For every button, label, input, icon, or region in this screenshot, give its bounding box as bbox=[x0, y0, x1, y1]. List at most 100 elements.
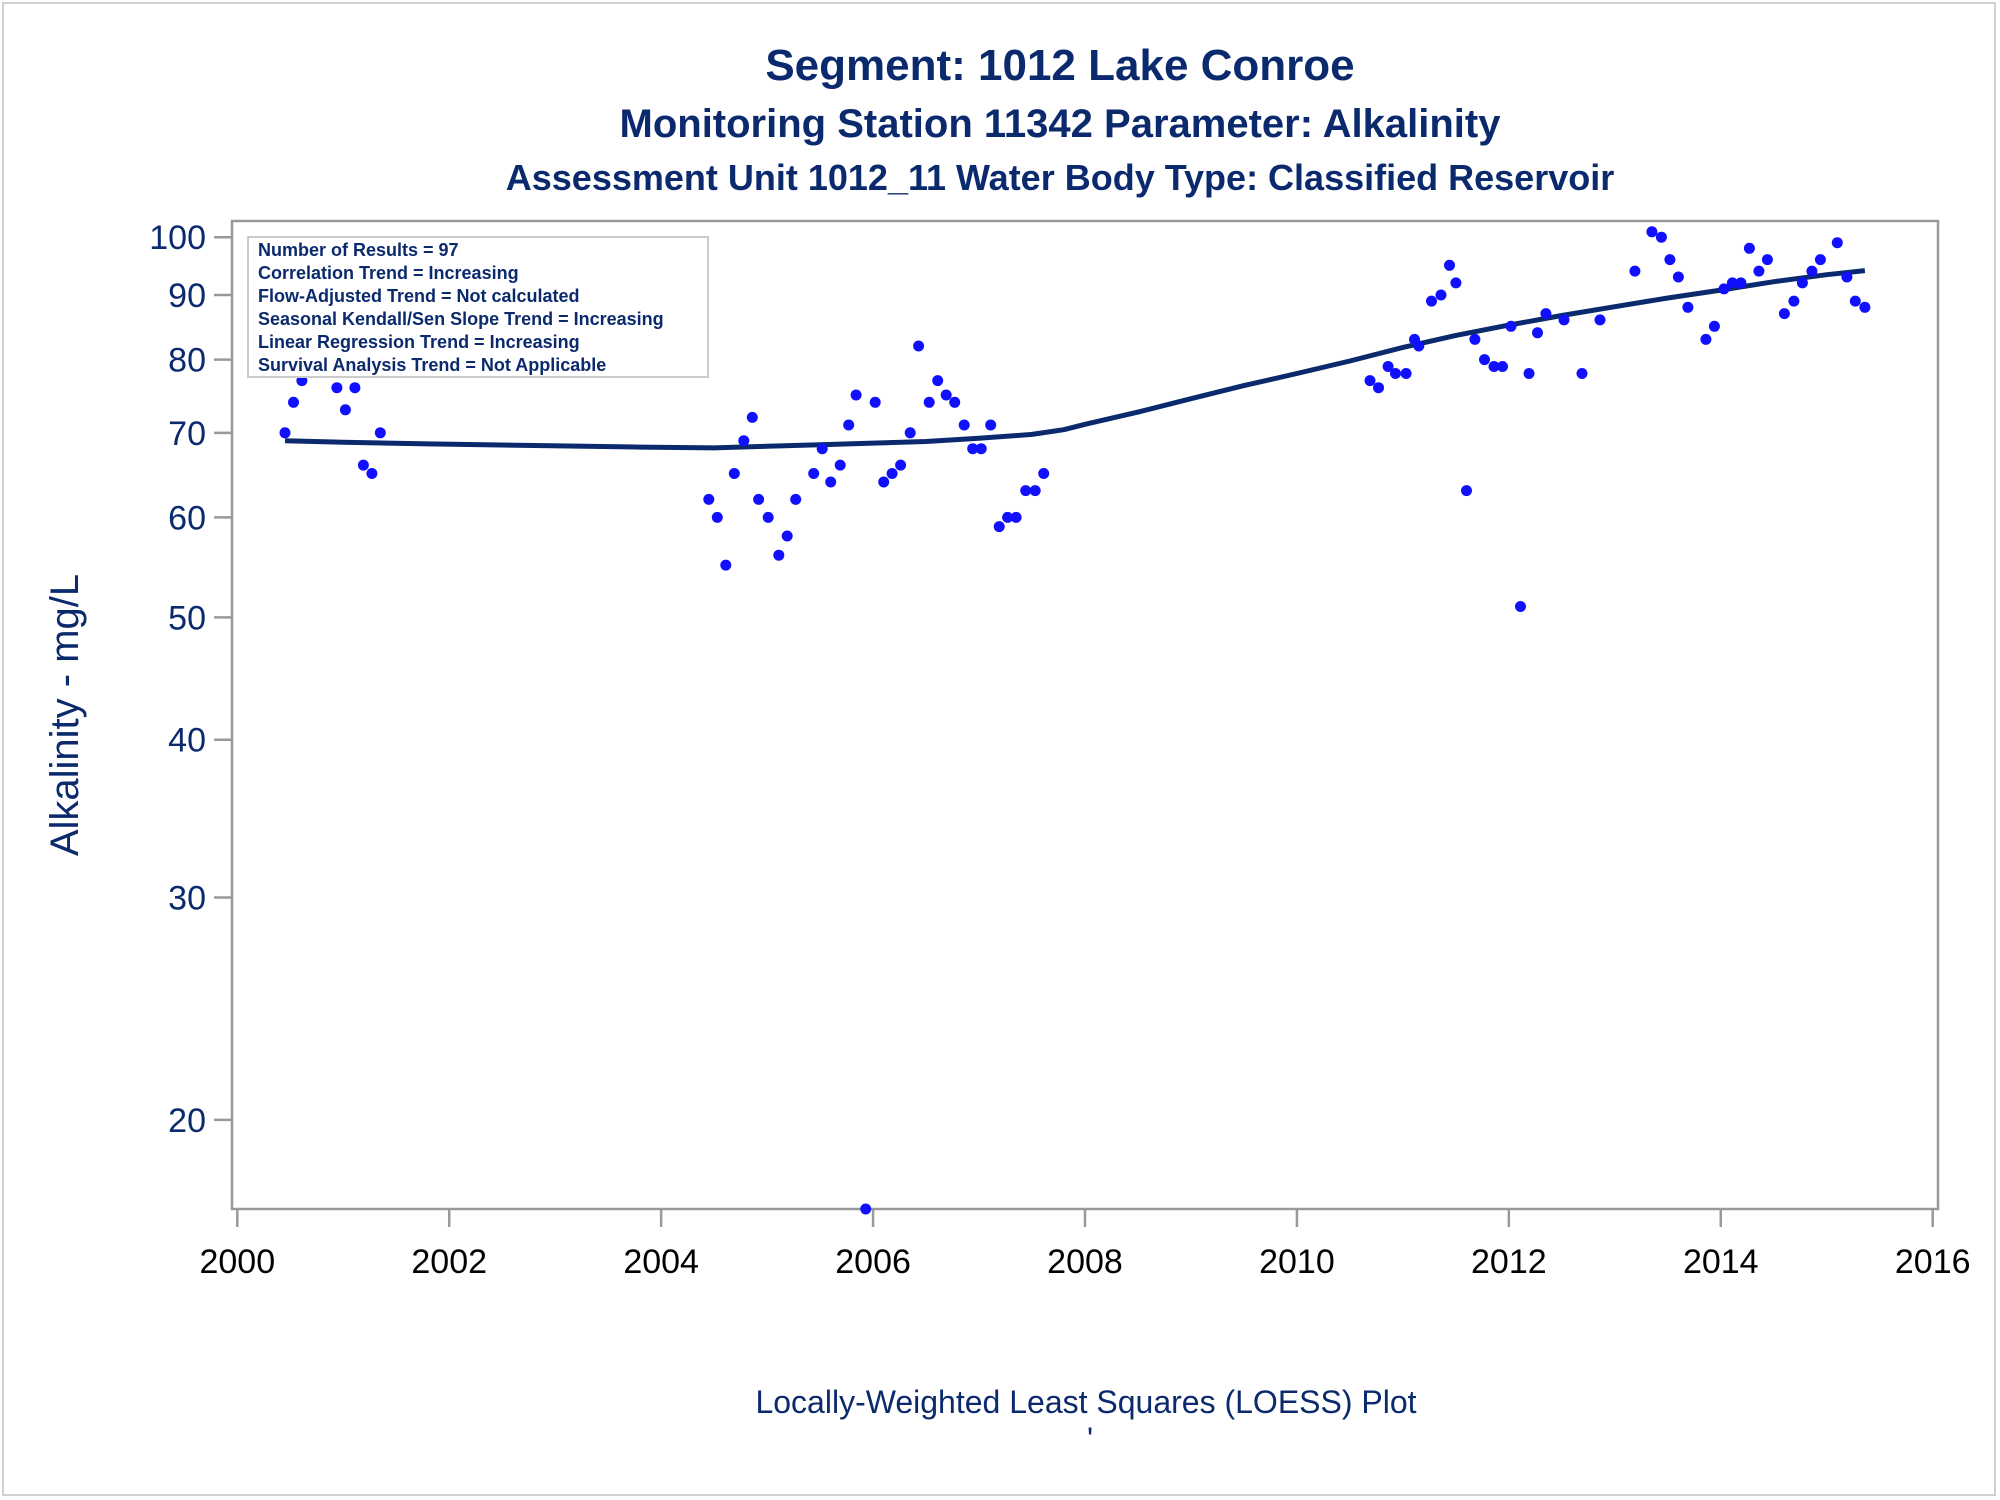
data-point bbox=[1382, 361, 1394, 372]
data-point bbox=[834, 459, 846, 471]
data-point bbox=[781, 530, 793, 542]
data-point bbox=[1390, 368, 1401, 379]
data-point bbox=[932, 375, 944, 387]
x-tick-label: 2008 bbox=[1047, 1243, 1123, 1281]
data-point bbox=[1672, 271, 1684, 283]
data-point bbox=[1010, 511, 1022, 523]
data-point bbox=[1708, 320, 1720, 332]
data-point bbox=[1682, 301, 1694, 313]
footnote-mark: ' bbox=[1087, 1421, 1093, 1457]
data-point bbox=[1743, 242, 1755, 254]
y-tick-label: 30 bbox=[168, 880, 206, 918]
data-point bbox=[1753, 265, 1765, 277]
data-point bbox=[895, 459, 907, 471]
data-point bbox=[357, 459, 369, 471]
data-point bbox=[1576, 368, 1588, 379]
data-point bbox=[1726, 277, 1738, 289]
data-point bbox=[1849, 295, 1861, 307]
stats-flow-adjusted-trend: Flow-Adjusted Trend = Not calculated bbox=[258, 286, 580, 306]
data-point bbox=[331, 382, 343, 394]
data-point bbox=[843, 419, 855, 431]
data-point bbox=[878, 476, 890, 488]
data-point bbox=[728, 468, 740, 479]
data-point bbox=[1646, 226, 1658, 238]
data-point bbox=[753, 493, 765, 505]
data-point bbox=[1505, 320, 1517, 332]
data-point bbox=[366, 468, 378, 479]
y-tick-label: 50 bbox=[168, 599, 206, 637]
data-point bbox=[279, 427, 291, 439]
y-tick-label: 90 bbox=[168, 277, 206, 315]
data-point bbox=[993, 521, 1005, 533]
data-point bbox=[1400, 368, 1412, 379]
data-point bbox=[1479, 354, 1490, 366]
data-point bbox=[773, 549, 785, 561]
data-point bbox=[1841, 271, 1853, 283]
stats-correlation-trend: Correlation Trend = Increasing bbox=[258, 263, 519, 283]
y-tick-label: 80 bbox=[168, 342, 206, 380]
data-point bbox=[825, 476, 837, 488]
data-point bbox=[1629, 265, 1641, 277]
x-axis: 2000 2002 2004 2006 2008 2010 2012 2014 2016 bbox=[199, 1209, 1971, 1281]
chart-title-segment: Segment: 1012 Lake Conroe bbox=[765, 41, 1354, 90]
data-point bbox=[940, 389, 952, 401]
y-tick-label: 40 bbox=[168, 722, 206, 760]
data-point bbox=[1497, 361, 1508, 372]
trend-layer bbox=[284, 268, 1866, 451]
x-tick-label: 2014 bbox=[1683, 1243, 1759, 1281]
footnote: Locally-Weighted Least Squares (LOESS) P… bbox=[755, 1384, 1416, 1420]
data-point bbox=[985, 419, 997, 431]
data-point bbox=[850, 389, 862, 401]
data-point bbox=[1426, 295, 1437, 307]
data-point bbox=[1523, 368, 1535, 379]
data-point bbox=[349, 382, 361, 394]
data-point bbox=[1413, 340, 1425, 352]
data-point bbox=[913, 340, 925, 352]
data-point bbox=[1469, 333, 1481, 345]
data-point bbox=[1806, 265, 1818, 277]
data-point bbox=[886, 468, 898, 479]
x-tick-label: 2004 bbox=[623, 1243, 699, 1281]
data-point bbox=[1655, 231, 1667, 243]
data-point bbox=[1594, 314, 1606, 326]
data-point bbox=[1700, 333, 1712, 345]
data-point bbox=[1718, 283, 1730, 295]
data-point bbox=[1002, 511, 1014, 523]
data-point bbox=[904, 427, 916, 439]
data-point bbox=[1435, 289, 1447, 301]
stats-number-of-results: Number of Results = 97 bbox=[258, 240, 459, 260]
stats-box: Number of Results = 97 Correlation Trend… bbox=[247, 236, 709, 378]
data-point bbox=[1444, 259, 1455, 271]
y-tick-label: 100 bbox=[149, 219, 206, 257]
data-point bbox=[339, 404, 351, 416]
data-point bbox=[790, 493, 802, 505]
data-point bbox=[1788, 295, 1800, 307]
data-point bbox=[1029, 485, 1041, 497]
stats-linear-regression-trend: Linear Regression Trend = Increasing bbox=[258, 332, 580, 352]
chart-title-station: Monitoring Station 11342 Parameter: Alka… bbox=[620, 102, 1502, 146]
data-point bbox=[1831, 237, 1843, 249]
data-point bbox=[711, 511, 723, 523]
data-point bbox=[1515, 601, 1526, 612]
data-point bbox=[1038, 468, 1050, 479]
x-tick-label: 2006 bbox=[835, 1243, 911, 1281]
data-point bbox=[1558, 314, 1570, 326]
y-tick-label: 70 bbox=[168, 415, 206, 453]
data-point bbox=[869, 396, 881, 408]
data-point bbox=[288, 396, 299, 408]
data-point bbox=[1450, 277, 1462, 289]
y-axis-label: Alkalinity - mg/L bbox=[43, 574, 87, 856]
data-point bbox=[860, 1203, 872, 1215]
data-point bbox=[975, 443, 987, 455]
data-point bbox=[703, 493, 715, 505]
stats-survival-analysis-trend: Survival Analysis Trend = Not Applicable bbox=[258, 355, 606, 375]
data-point bbox=[1540, 308, 1552, 320]
data-point bbox=[1796, 277, 1808, 289]
data-point bbox=[1461, 485, 1472, 497]
stats-seasonal-kendall-trend: Seasonal Kendall/Sen Slope Trend = Incre… bbox=[258, 309, 664, 329]
y-tick-label: 20 bbox=[168, 1102, 206, 1140]
data-point bbox=[1373, 382, 1384, 394]
data-point bbox=[1020, 485, 1032, 497]
